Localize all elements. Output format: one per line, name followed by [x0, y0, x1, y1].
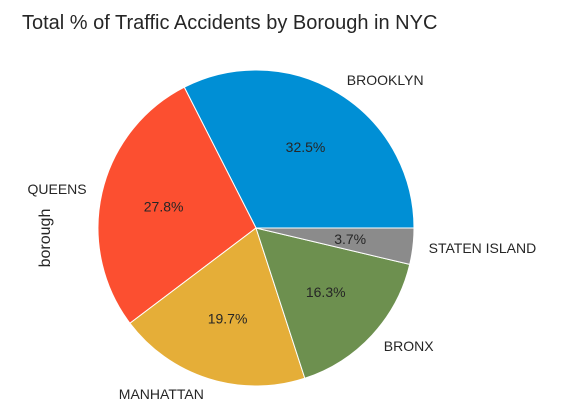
- chart-title: Total % of Traffic Accidents by Borough …: [22, 12, 437, 34]
- percent-label-staten-island: 3.7%: [334, 231, 366, 247]
- category-labels: BROOKLYN QUEENS MANHATTAN BRONX STATEN ISLAN…: [28, 72, 537, 402]
- percent-label-queens: 27.8%: [144, 199, 184, 215]
- pie-slice-bronx: [255, 227, 411, 379]
- category-label-queens: QUEENS: [28, 181, 87, 197]
- category-label-manhattan: MANHATTAN: [119, 386, 204, 402]
- percent-label-bronx: 16.3%: [306, 284, 346, 300]
- pie-slice-queens: [97, 86, 257, 324]
- pie-slices: [97, 69, 415, 387]
- pie-slice-staten-island: [255, 227, 415, 266]
- pie-slice-brooklyn: [183, 69, 415, 229]
- category-label-bronx: BRONX: [384, 338, 434, 354]
- percent-labels: 32.5% 27.8% 19.7% 16.3% 3.7%: [144, 139, 366, 326]
- category-label-brooklyn: BROOKLYN: [347, 72, 424, 88]
- y-axis-label: borough: [37, 209, 54, 268]
- pie-slice-manhattan: [129, 227, 306, 387]
- category-label-staten-island: STATEN ISLAND: [429, 240, 537, 256]
- percent-label-manhattan: 19.7%: [208, 310, 248, 326]
- percent-label-brooklyn: 32.5%: [286, 139, 326, 155]
